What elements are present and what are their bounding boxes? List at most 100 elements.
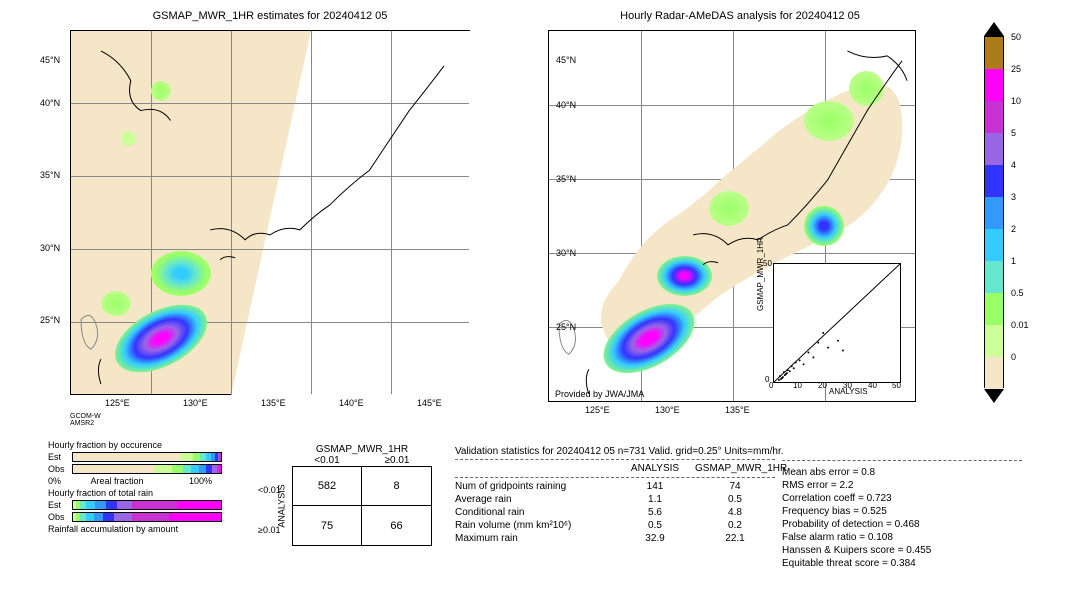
lon-label: 130°E [183, 398, 208, 408]
contingency-product: GSMAP_MWR_1HR [292, 444, 432, 455]
colorbar-tick: 5 [1011, 128, 1016, 138]
lon-label: 125°E [105, 398, 130, 408]
skill-score-row: Hanssen & Kuipers score = 0.455 [782, 544, 1022, 557]
bar-segment [219, 465, 220, 473]
stats-row: Average rain1.10.5 [455, 493, 775, 506]
scatter-tick: 40 [868, 381, 877, 390]
colorbar-segment [985, 69, 1003, 101]
stats-row: Maximum rain32.922.1 [455, 532, 775, 545]
obs-occ-bar [72, 464, 222, 474]
colorbar-tick: 0.5 [1011, 288, 1024, 298]
bar-segment [86, 513, 93, 521]
colorbar-segment [985, 261, 1003, 293]
est-occ-bar [72, 452, 222, 462]
obs-rain-bar [72, 512, 222, 522]
lon-label: 130°E [655, 405, 680, 415]
stats-col-header: GSMAP_MWR_1HR [695, 463, 775, 474]
lat-label: 40°N [40, 98, 60, 108]
colorbar-top-arrow [984, 22, 1004, 36]
lat-label: 35°N [40, 170, 60, 180]
skill-scores: Mean abs error = 0.8RMS error = 2.2Corre… [782, 458, 1022, 571]
cont-cell: 66 [362, 506, 432, 546]
colorbar-tick: 3 [1011, 192, 1016, 202]
bar-segment [191, 465, 198, 473]
est-label: Est [48, 500, 72, 510]
colorbar-tick: 4 [1011, 160, 1016, 170]
lat-label: 30°N [40, 243, 60, 253]
colorbar-segment [985, 325, 1003, 357]
cont-cell: 582 [292, 466, 362, 506]
lat-label: 45°N [40, 55, 60, 65]
col-header: <0.01 [292, 455, 362, 466]
left-map-title: GSMAP_MWR_1HR estimates for 20240412 05 [100, 10, 440, 22]
bar-segment [180, 453, 193, 461]
skill-score-row: Correlation coeff = 0.723 [782, 492, 1022, 505]
scatter-ylabel: GSMAP_MWR_1HR [756, 237, 765, 311]
bar-segment [86, 501, 95, 509]
stats-table: Validation statistics for 20240412 05 n=… [455, 446, 775, 545]
bar-segment [103, 513, 115, 521]
scatter-tick: 10 [793, 381, 802, 390]
est-label: Est [48, 452, 72, 462]
skill-score-row: Frequency bias = 0.525 [782, 505, 1022, 518]
skill-score-row: False alarm ratio = 0.108 [782, 531, 1022, 544]
colorbar-segment [985, 357, 1003, 389]
occurrence-bars: Hourly fraction by occurence Est Obs 0%A… [48, 438, 222, 536]
stats-row: Num of gridpoints raining14174 [455, 480, 775, 493]
lon-label: 125°E [585, 405, 610, 415]
colorbar-tick: 50 [1011, 32, 1021, 42]
bar-segment [106, 501, 118, 509]
lat-label: 30°N [556, 248, 576, 258]
areal-fraction-label: Areal fraction [72, 476, 162, 486]
stats-row: Rain volume (mm km²10⁶)0.50.2 [455, 519, 775, 532]
bar-segment [117, 501, 132, 509]
colorbar-tick: 10 [1011, 96, 1021, 106]
bar-segment [73, 453, 180, 461]
obs-label: Obs [48, 512, 72, 522]
lat-label: 45°N [556, 55, 576, 65]
lat-label: 35°N [556, 174, 576, 184]
accum-title: Rainfall accumulation by amount [48, 524, 222, 534]
left-map [70, 30, 470, 395]
satellite-label: GCOM-W AMSR2 [70, 413, 101, 427]
bar-segment [193, 453, 200, 461]
bar-segment [94, 513, 103, 521]
colorbar-segment [985, 293, 1003, 325]
colorbar-bottom-arrow [984, 389, 1004, 403]
lon-label: 140°E [339, 398, 364, 408]
occurrence-title: Hourly fraction by occurence [48, 440, 222, 450]
scatter-tick: 50 [763, 259, 772, 268]
lat-label: 25°N [556, 322, 576, 332]
bar-segment [114, 513, 132, 521]
lon-label: 135°E [725, 405, 750, 415]
obs-label: Obs [48, 464, 72, 474]
bar-segment [132, 501, 176, 509]
stats-row: Conditional rain5.64.8 [455, 506, 775, 519]
provider-label: Provided by JWA/JMA [555, 389, 644, 399]
rain-blob [121, 131, 136, 146]
lat-label: 25°N [40, 315, 60, 325]
skill-score-row: Mean abs error = 0.8 [782, 466, 1022, 479]
colorbar-tick: 1 [1011, 256, 1016, 266]
colorbar-segment [985, 197, 1003, 229]
skill-score-row: Equitable threat score = 0.384 [782, 557, 1022, 570]
lon-label: 145°E [417, 398, 442, 408]
scatter-tick: 0 [765, 375, 769, 384]
colorbar-tick: 0.01 [1011, 320, 1029, 330]
pct-label: 0% [48, 476, 72, 486]
scatter-plot [773, 263, 901, 383]
stats-header: Validation statistics for 20240412 05 n=… [455, 446, 775, 457]
colorbar: 502510543210.50.010 [984, 36, 1004, 388]
colorbar-tick: 25 [1011, 64, 1021, 74]
bar-segment [95, 501, 105, 509]
col-header: ≥0.01 [362, 455, 432, 466]
bar-segment [154, 465, 172, 473]
colorbar-tick: 2 [1011, 224, 1016, 234]
colorbar-segment [985, 37, 1003, 69]
colorbar-segment [985, 229, 1003, 261]
scatter-tick: 50 [892, 381, 901, 390]
row-header: <0.01 [258, 485, 281, 495]
scatter-tick: 20 [818, 381, 827, 390]
colorbar-tick: 0 [1011, 352, 1016, 362]
est-rain-bar [72, 500, 222, 510]
